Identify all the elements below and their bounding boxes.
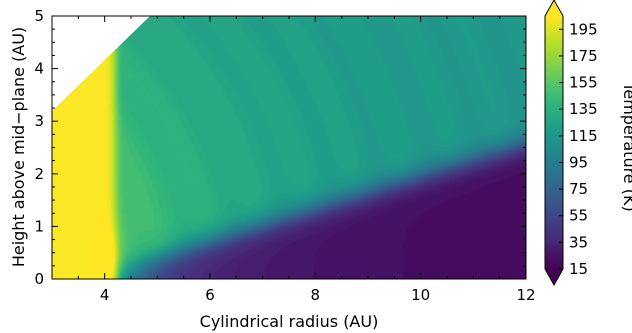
colorbar-tick-label: 155 <box>569 74 598 92</box>
colorbar-extend-top <box>545 0 563 16</box>
y-tick-label: 2 <box>34 165 44 183</box>
x-axis-ticks: 4 6 8 10 12 <box>51 16 536 304</box>
colorbar-tick-label: 75 <box>569 180 588 198</box>
x-axis-label: Cylindrical radius (AU) <box>200 312 379 331</box>
x-tick-label: 6 <box>205 286 215 304</box>
colorbar-ticks: 15 35 55 75 95 115 135 155 175 195 <box>559 20 598 278</box>
x-tick-label: 10 <box>411 286 430 304</box>
temperature-heatmap <box>52 16 526 279</box>
colorbar-tick-label: 15 <box>569 260 588 278</box>
y-tick-label: 0 <box>34 270 44 288</box>
colorbar-body <box>545 16 563 269</box>
x-tick-label: 4 <box>100 286 110 304</box>
colorbar-tick-label: 55 <box>569 207 588 225</box>
colorbar-tick-label: 95 <box>569 153 588 171</box>
colorbar-label: Temperature (K) <box>620 81 632 211</box>
y-tick-label: 4 <box>34 60 44 78</box>
colorbar-tick-label: 115 <box>569 127 598 145</box>
x-tick-label: 8 <box>311 286 321 304</box>
colorbar-tick-label: 195 <box>569 20 598 38</box>
colorbar-tick-label: 135 <box>569 100 598 118</box>
colorbar-tick-label: 35 <box>569 233 588 251</box>
y-axis-label: Height above mid−plane (AU) <box>9 27 28 267</box>
y-tick-label: 3 <box>34 112 44 130</box>
colorbar-tick-label: 175 <box>569 47 598 65</box>
y-tick-label: 5 <box>34 7 44 25</box>
colorbar: 15 35 55 75 95 115 135 155 175 195 <box>544 0 598 287</box>
masked-region <box>52 16 150 111</box>
colorbar-extend-bottom <box>545 269 563 285</box>
y-tick-label: 1 <box>34 217 44 235</box>
y-axis-ticks: 0 1 2 3 4 5 <box>34 7 526 288</box>
x-tick-label: 12 <box>516 286 535 304</box>
